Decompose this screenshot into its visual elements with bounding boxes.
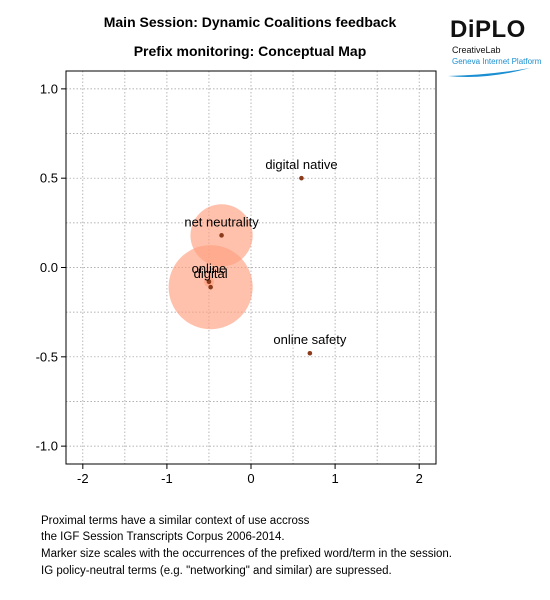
logo-line-2: Geneva Internet Platform: [452, 57, 542, 66]
caption-line-2: the IGF Session Transcripts Corpus 2006-…: [41, 531, 285, 543]
logo-brand: DiPLO: [450, 16, 526, 43]
y-tick-label: -0.5: [36, 349, 58, 364]
point-label: digital: [194, 266, 228, 281]
y-tick-label: 0.0: [40, 260, 58, 275]
caption-line-1: Proximal terms have a similar context of…: [41, 515, 310, 527]
data-point: [206, 279, 212, 285]
data-point: [219, 233, 224, 238]
logo-line-1: CreativeLab: [452, 45, 501, 55]
x-tick-label: -2: [77, 471, 89, 486]
point-label: online safety: [273, 332, 346, 347]
logo-swoosh-icon: [448, 68, 530, 77]
x-tick-label: 2: [416, 471, 423, 486]
diplo-logo: DiPLO CreativeLab Geneva Internet Platfo…: [446, 16, 546, 84]
caption-line-4: IG policy-neutral terms (e.g. "networkin…: [41, 565, 392, 577]
x-tick-label: -1: [161, 471, 173, 486]
chart-subtitle: Prefix monitoring: Conceptual Map: [133, 43, 367, 59]
caption-line-3: Marker size scales with the occurrences …: [41, 548, 452, 560]
point-label: online: [192, 261, 227, 276]
point-label: digital native: [265, 157, 337, 172]
point-label: net neutrality: [184, 214, 259, 229]
y-tick-label: 1.0: [40, 81, 58, 96]
x-tick-label: 1: [331, 471, 338, 486]
x-tick-label: 0: [247, 471, 254, 486]
data-point: [299, 175, 304, 181]
data-point: [208, 284, 213, 290]
y-tick-label: 0.5: [40, 171, 58, 186]
chart-title: Main Session: Dynamic Coalitions feedbac…: [103, 14, 397, 30]
y-tick-label: -1.0: [36, 439, 58, 454]
data-point: [307, 350, 313, 356]
